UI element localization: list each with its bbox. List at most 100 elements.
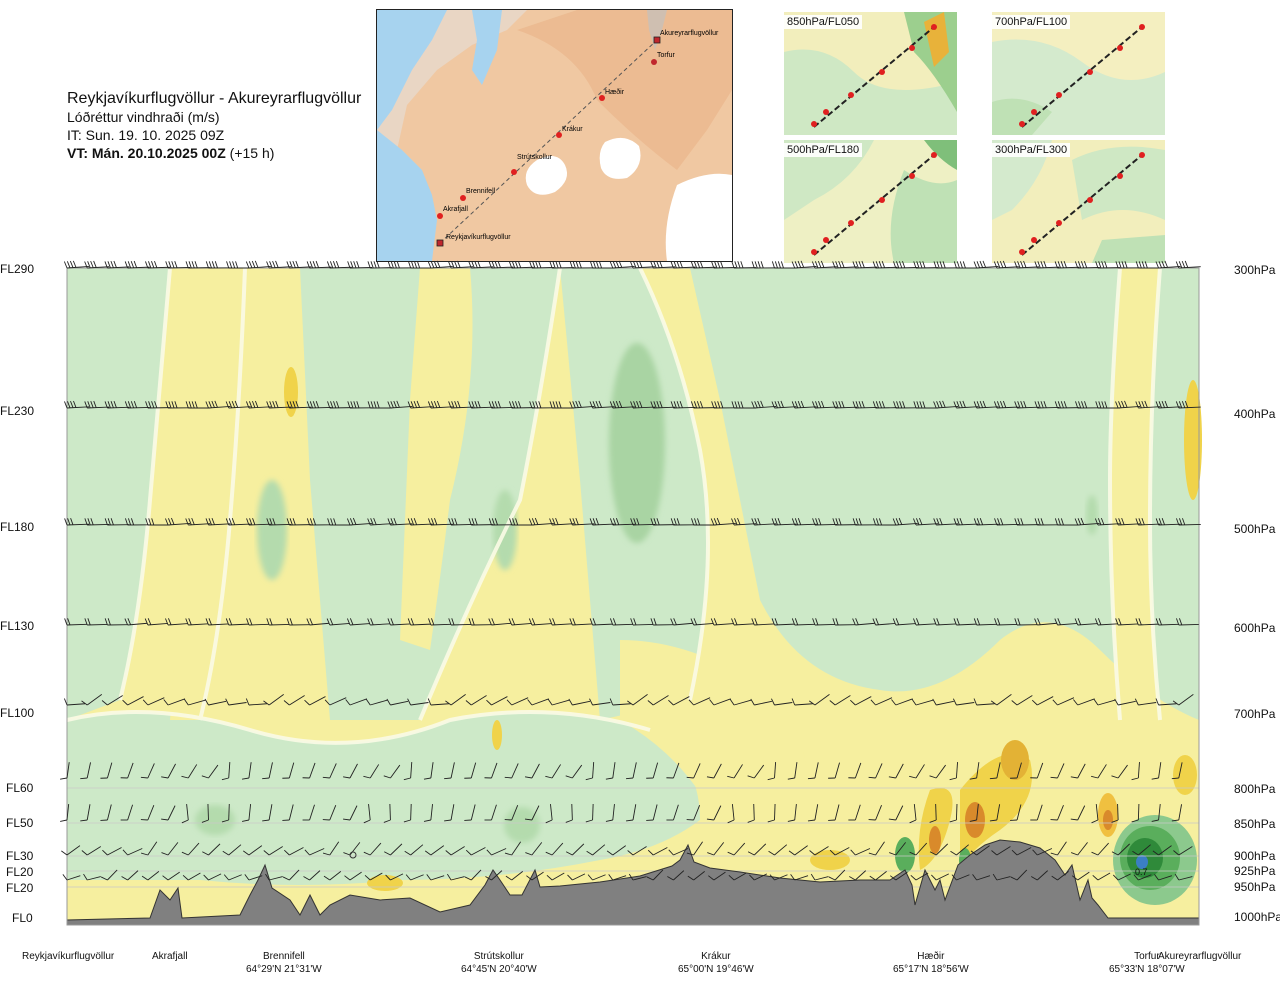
wind-barb-feather (647, 849, 654, 856)
wind-barb-feather (956, 261, 960, 269)
wind-barb-feather (670, 618, 674, 626)
wind-barb-feather (428, 518, 432, 526)
panel-850-map (784, 12, 957, 135)
wind-barb-feather (688, 699, 694, 706)
wind-barb-feather (626, 819, 634, 822)
wind-barb-shaft (632, 846, 647, 856)
wind-barb-feather (214, 261, 218, 269)
wind-barb-feather (936, 261, 940, 269)
wind-barb-feather (1155, 698, 1159, 706)
wind-barb-shaft (147, 266, 170, 269)
wind-barb-feather (188, 518, 192, 525)
wind-barb-shaft (814, 846, 829, 856)
wind-barb-shaft (289, 406, 312, 409)
wind-barb-feather (989, 777, 997, 780)
right-axis-label: 925hPa (1234, 864, 1276, 878)
wind-barb-feather (393, 517, 397, 525)
wind-barb-feather (612, 261, 617, 268)
wind-barb-shaft (673, 762, 680, 779)
wind-barb-feather (312, 401, 316, 408)
wind-barb-feather (430, 401, 435, 409)
wind-barb-feather (959, 400, 963, 408)
wind-barb-feather (997, 518, 1001, 526)
wind-barb-feather (630, 401, 634, 409)
wind-barb-feather (1074, 518, 1079, 526)
wind-barb-feather (1020, 260, 1024, 268)
wind-barb-feather (1131, 819, 1139, 823)
wind-barb-shaft (996, 876, 1011, 881)
wind-barb-feather (1138, 261, 1142, 269)
wind-barb-feather (1181, 401, 1186, 408)
wind-barb-feather (130, 518, 135, 526)
wind-barb-feather (83, 873, 88, 881)
wind-barb-feather (717, 261, 721, 268)
wind-barb-feather (818, 401, 822, 408)
wind-barb-shaft (430, 875, 445, 881)
right-axis-label: 500hPa (1234, 522, 1276, 536)
wind-barb-feather (214, 400, 218, 408)
wind-barb-feather (919, 401, 923, 409)
wind-barb-feather (646, 876, 654, 881)
wind-barb-feather (423, 777, 431, 780)
wind-barb-feather (269, 401, 273, 409)
wind-barb-feather (950, 850, 957, 856)
wind-barb-feather (552, 261, 556, 269)
wind-barb-shaft (632, 694, 648, 706)
wind-barb-feather (852, 401, 856, 409)
wind-barb-feather (979, 400, 984, 408)
wind-barb-feather (494, 401, 498, 408)
wind-barb-shaft (511, 622, 532, 626)
wind-barb-feather (976, 401, 981, 409)
wind-barb-feather (364, 874, 371, 881)
wind-barb-feather (820, 260, 825, 268)
wind-barb-shaft (996, 266, 1019, 269)
wind-barb-shaft (66, 523, 90, 526)
wind-barb-feather (292, 260, 296, 268)
wind-barb-feather (835, 261, 839, 269)
wind-barb-feather (62, 874, 68, 881)
wind-barb-feather (194, 401, 198, 409)
wind-barb-shaft (1117, 803, 1119, 821)
wind-barb-feather (148, 401, 152, 409)
wind-barb-shaft (471, 695, 487, 706)
wind-barb-feather (1097, 618, 1102, 625)
wind-barb-feather (504, 852, 512, 856)
wind-barb-shaft (915, 523, 938, 526)
wind-barb-feather (691, 518, 695, 526)
wind-barb-feather (1014, 618, 1018, 626)
wind-barb-feather (1050, 852, 1058, 856)
wind-barb-feather (471, 401, 475, 409)
wind-barb-shaft (612, 406, 635, 409)
wind-barb-feather (1161, 518, 1165, 525)
wind-barb-shaft (208, 700, 227, 706)
wind-barb-feather (524, 776, 533, 779)
wind-barb-feather (572, 401, 576, 408)
wind-barb-shaft (814, 624, 835, 626)
wind-barb-feather (446, 873, 452, 881)
wind-barb-feather (451, 618, 455, 626)
wind-barb-feather (477, 260, 481, 268)
wind-barb-shaft (1158, 623, 1179, 626)
wind-barb-feather (893, 401, 897, 409)
wind-barb-feather (747, 775, 755, 779)
wind-barb-feather (598, 400, 602, 408)
wind-barb-feather (609, 261, 614, 269)
wind-barb-feather (1054, 261, 1058, 269)
wind-barb-feather (168, 618, 172, 625)
wind-barb-feather (807, 819, 815, 822)
wind-barb-feather (911, 698, 917, 706)
wind-barb-feather (1135, 618, 1139, 626)
wind-barb-shaft (996, 406, 1019, 409)
wind-barb-feather (949, 819, 957, 823)
wind-barb-feather (1176, 618, 1180, 626)
wind-barb-feather (370, 518, 374, 525)
map-label-brennifell: Brennifell (466, 188, 496, 195)
wind-barb-feather (534, 517, 539, 525)
wind-barb-feather (241, 819, 250, 822)
wind-barb-feather (529, 261, 533, 269)
wind-barb-shaft (208, 406, 231, 409)
wind-barb-shaft (370, 523, 393, 526)
wind-barb-feather (633, 618, 637, 626)
wind-barb-shaft (228, 406, 251, 409)
wind-barb-feather (1054, 401, 1058, 409)
